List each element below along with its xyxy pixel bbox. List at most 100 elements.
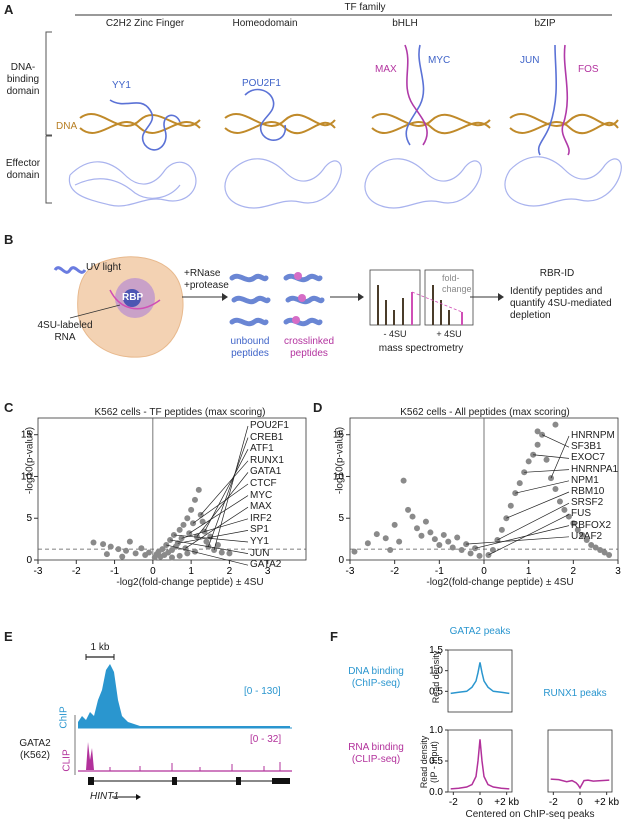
gene-label: MYC	[250, 489, 273, 501]
fos-structure	[561, 44, 570, 156]
clip-range: [0 - 32]	[250, 734, 282, 745]
data-point	[556, 498, 563, 505]
leader-line	[181, 518, 249, 539]
y-tick-label: 0	[338, 555, 344, 566]
data-point	[534, 441, 541, 448]
gene-label: RBFOX2	[571, 519, 612, 531]
data-point	[601, 549, 608, 556]
y-tick-label: 15	[333, 430, 345, 441]
data-point	[107, 543, 114, 550]
gata2-peaks-title: GATA2 peaks	[449, 626, 511, 637]
yy1-label: YY1	[112, 80, 131, 91]
data-point	[592, 544, 599, 551]
panel-e-label: E	[4, 629, 13, 644]
x-tick-label: +2 kb	[494, 797, 519, 808]
data-point	[159, 546, 166, 553]
dna-helix-1	[79, 112, 201, 134]
gene-label: SF3B1	[571, 441, 602, 453]
data-point	[454, 534, 461, 541]
panel-f-xlabel: Centered on ChIP-seq peaks	[465, 809, 595, 820]
panel-d-title: K562 cells - All peptides (max scoring)	[400, 407, 570, 418]
family-bzip: bZIP	[534, 18, 556, 29]
family-homeodomain: Homeodomain	[232, 18, 298, 29]
y-tick-label: 10	[333, 471, 345, 482]
data-point	[525, 458, 532, 465]
data-point	[543, 456, 550, 463]
data-point	[119, 553, 126, 560]
data-point	[409, 513, 416, 520]
data-point	[606, 551, 613, 558]
data-point	[180, 521, 187, 528]
data-point	[400, 477, 407, 484]
gata2-chip-profile-frame	[447, 649, 513, 713]
family-bhlh: bHLH	[392, 18, 418, 29]
data-point	[458, 546, 465, 553]
data-point	[498, 526, 505, 533]
data-point	[436, 541, 443, 548]
x-tick-label: 2	[571, 566, 577, 577]
gene-label: IRF2	[250, 512, 272, 524]
leader-line	[213, 425, 249, 551]
gene-label: CREB1	[250, 431, 284, 443]
data-point	[100, 541, 107, 548]
data-point	[218, 549, 225, 556]
data-point	[516, 480, 523, 487]
4su-rna-label: 4SU-labeled RNA	[37, 320, 93, 343]
dna-helix-3	[371, 112, 491, 135]
x-tick-label: +2 kb	[594, 797, 619, 808]
dna-label: DNA	[56, 121, 78, 132]
data-point	[507, 502, 514, 509]
rbrid-title: RBR-ID	[539, 268, 575, 279]
data-point	[199, 518, 206, 525]
panel-f-label: F	[330, 629, 338, 644]
data-point	[391, 521, 398, 528]
x-tick-label: 1	[526, 566, 532, 577]
leader-line	[196, 472, 249, 537]
gene-label: JUN	[250, 547, 270, 559]
data-point	[422, 518, 429, 525]
panel-d-label: D	[313, 400, 323, 415]
data-point	[184, 550, 191, 557]
x-tick-label: 1	[188, 566, 194, 577]
data-point	[115, 546, 122, 553]
data-point	[364, 540, 371, 547]
rbp-label: RBP	[122, 292, 144, 303]
runx1-clip-profile-frame	[547, 729, 613, 793]
leader-line	[497, 502, 570, 541]
pou2f1-structure	[244, 88, 287, 141]
data-point	[396, 538, 403, 545]
data-point	[414, 525, 420, 532]
myc-label: MYC	[428, 55, 451, 66]
data-point	[132, 550, 139, 557]
gene-label: FUS	[571, 508, 591, 520]
panel-d-xlabel: -log2(fold-change peptide) ± 4SU	[426, 577, 574, 588]
data-point	[431, 536, 438, 543]
yy1-structure	[109, 99, 181, 151]
y-tick-label: 0	[26, 555, 32, 566]
data-point	[387, 546, 394, 553]
x-tick-label: 3	[265, 566, 271, 577]
panel-c-title: K562 cells - TF peptides (max scoring)	[94, 407, 266, 418]
data-point	[476, 552, 483, 559]
tf-family-header: TF family	[344, 2, 386, 13]
y-tick-label: 0.0	[429, 787, 443, 798]
x-tick-label: -3	[34, 566, 43, 577]
data-point	[445, 538, 452, 545]
dna-helix-4	[509, 112, 619, 135]
y-tick-label: 1.0	[429, 725, 443, 736]
gene-label: NPM1	[571, 474, 599, 486]
y-tick-label: 5	[338, 513, 344, 524]
x-tick-label: -2	[549, 797, 558, 808]
data-point	[574, 526, 581, 533]
data-point	[467, 550, 474, 557]
data-point	[103, 551, 110, 558]
family-c2h2: C2H2 Zinc Finger	[105, 18, 185, 29]
mass-spec-label: mass spectrometry	[378, 343, 464, 354]
data-point	[191, 496, 198, 503]
chip-range: [0 - 130]	[244, 686, 281, 697]
leader-line	[177, 530, 249, 544]
leader-line	[506, 491, 570, 519]
